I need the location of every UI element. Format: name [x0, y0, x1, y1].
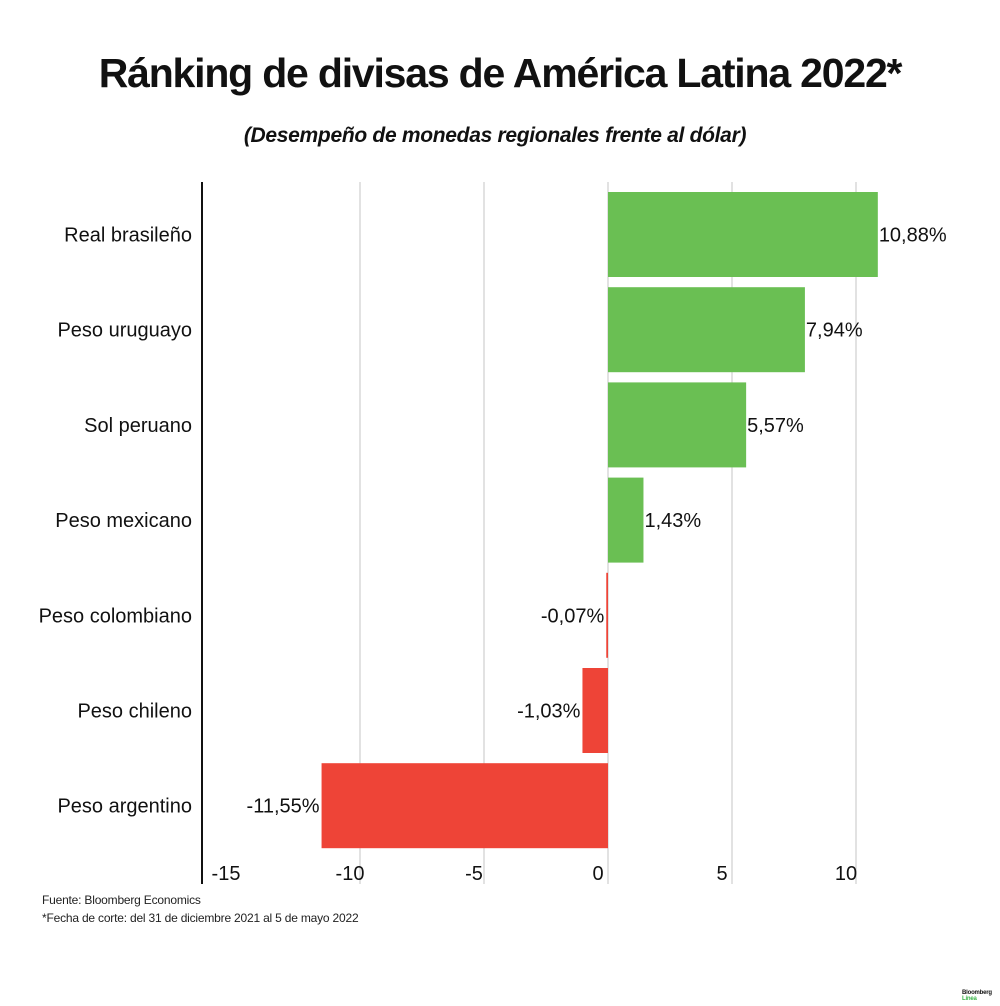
- data-label: -0,07%: [541, 605, 605, 627]
- bar: [321, 763, 608, 849]
- x-tick-label: 0: [592, 863, 603, 885]
- x-tick-label: -5: [465, 863, 483, 885]
- data-label: 5,57%: [747, 415, 804, 437]
- bloomberg-linea-logo: Bloomberg Línea: [962, 990, 992, 1002]
- data-label: -1,03%: [517, 701, 581, 723]
- bar: [606, 572, 608, 658]
- bar: [608, 382, 747, 468]
- bar: [582, 668, 608, 753]
- data-label: 7,94%: [806, 320, 863, 342]
- labels: -15 -10 -5 0 5 10 Real brasileño 10,88% Peso uru…: [39, 225, 947, 886]
- x-tick-label: 10: [835, 863, 857, 885]
- date-footnote: *Fecha de corte: del 31 de diciembre 202…: [42, 911, 359, 925]
- logo-line1: Bloomberg: [962, 990, 992, 996]
- bar: [608, 192, 878, 277]
- data-label: -11,55%: [247, 796, 320, 818]
- bar: [608, 477, 644, 563]
- chart-subtitle: (Desempeño de monedas regionales frente …: [243, 124, 747, 147]
- data-label: 10,88%: [879, 225, 947, 247]
- data-label: 1,43%: [644, 510, 701, 532]
- category-label: Peso colombiano: [39, 605, 192, 627]
- category-label: Sol peruano: [84, 415, 192, 437]
- category-label: Real brasileño: [64, 225, 192, 247]
- category-label: Peso chileno: [77, 701, 192, 723]
- category-label: Peso mexicano: [55, 510, 192, 532]
- bar: [608, 287, 805, 373]
- x-tick-label: -10: [336, 863, 365, 885]
- logo-line2: Línea: [962, 996, 977, 1002]
- source-note: Fuente: Bloomberg Economics: [42, 893, 201, 907]
- category-label: Peso argentino: [57, 796, 192, 818]
- x-tick-label: -15: [212, 863, 241, 885]
- chart-title: Ránking de divisas de América Latina 202…: [98, 50, 903, 96]
- bars: [321, 192, 878, 849]
- x-tick-label: 5: [716, 863, 727, 885]
- category-label: Peso uruguayo: [57, 320, 192, 342]
